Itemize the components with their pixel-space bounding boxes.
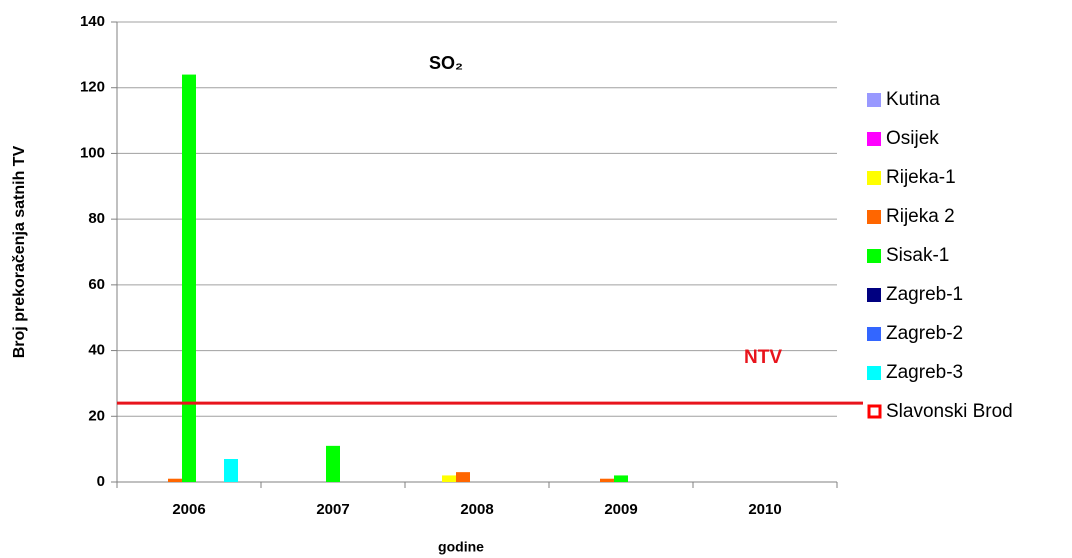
legend-label: Rijeka 2	[886, 206, 955, 227]
y-tick-label: 60	[88, 276, 105, 293]
x-tick-label: 2007	[316, 501, 349, 518]
bar	[224, 459, 238, 482]
legend-label: Sisak-1	[886, 245, 949, 266]
legend-label: Zagreb-3	[886, 362, 963, 383]
legend-swatch	[867, 327, 881, 341]
y-tick-label: 80	[88, 210, 105, 227]
x-tick-label: 2008	[460, 501, 493, 518]
legend-swatch	[867, 93, 881, 107]
legend-label: Slavonski Brod	[886, 401, 1013, 422]
x-tick-label: 2009	[604, 501, 637, 518]
legend-label: Osijek	[886, 128, 939, 149]
legend-swatch	[867, 132, 881, 146]
legend-swatch	[867, 404, 882, 419]
bar	[614, 475, 628, 482]
y-tick-label: 140	[80, 13, 105, 30]
bar	[182, 74, 196, 483]
legend-swatch	[867, 366, 881, 380]
legend-swatch	[867, 171, 881, 185]
legend-swatch	[867, 288, 881, 302]
legend-label: Kutina	[886, 89, 940, 110]
bar	[326, 445, 340, 482]
x-axis-label: godine	[438, 539, 484, 555]
legend-label: Zagreb-2	[886, 323, 963, 344]
x-tick-label: 2010	[748, 501, 781, 518]
y-tick-label: 0	[97, 473, 105, 490]
chart-title: SO₂	[429, 53, 463, 73]
bar	[442, 475, 456, 482]
bar	[168, 478, 182, 482]
y-tick-label: 40	[88, 342, 105, 359]
y-tick-label: 100	[80, 144, 105, 161]
y-axis-label: Broj prekoračenja satnih TV	[11, 145, 28, 358]
legend-label: Zagreb-1	[886, 284, 963, 305]
x-tick-label: 2006	[172, 501, 205, 518]
legend-swatch	[867, 210, 881, 224]
threshold-label: NTV	[744, 347, 782, 368]
bar	[456, 472, 470, 482]
bar	[600, 478, 614, 482]
y-tick-label: 20	[88, 407, 105, 424]
legend-swatch	[867, 249, 881, 263]
y-tick-label: 120	[80, 79, 105, 96]
legend-label: Rijeka-1	[886, 167, 956, 188]
